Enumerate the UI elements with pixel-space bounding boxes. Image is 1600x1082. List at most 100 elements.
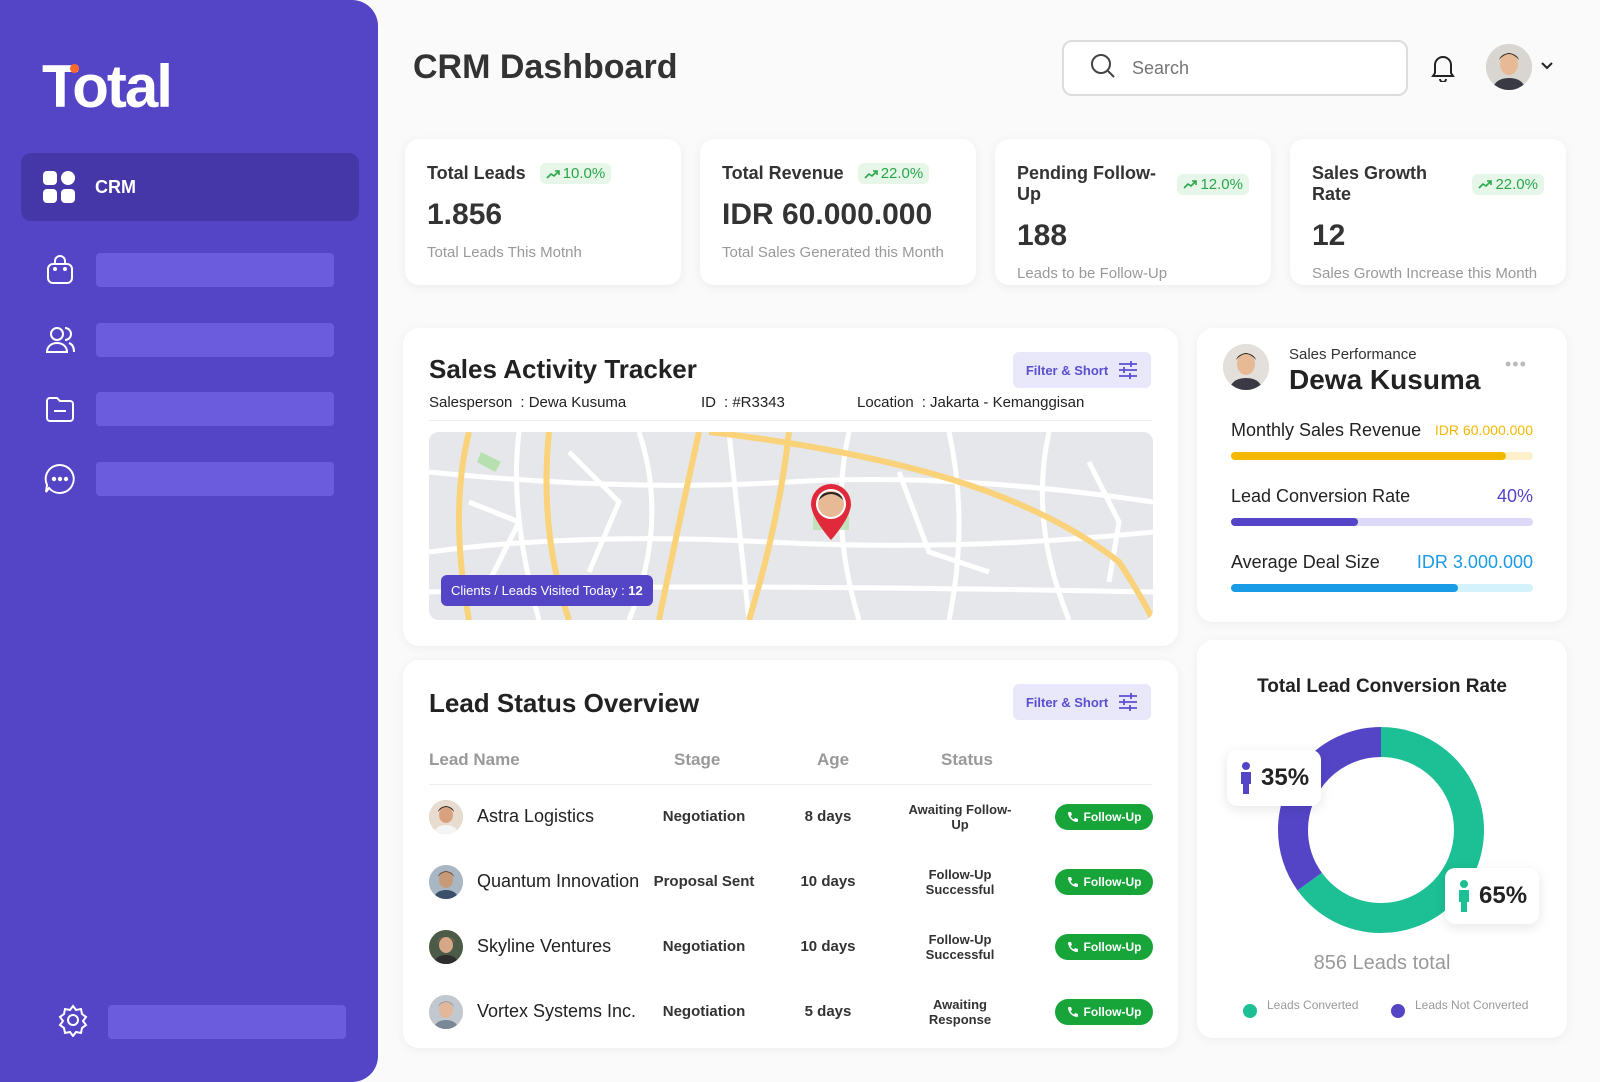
metric-label: Lead Conversion Rate	[1231, 486, 1411, 506]
stat-value: 1.856	[427, 198, 503, 231]
stat-value: 12	[1312, 219, 1346, 252]
lead-stage: Negotiation	[662, 938, 746, 955]
lead-status-card: Lead Status Overview Filter & Short Lead…	[403, 660, 1178, 1048]
chevron-down-icon[interactable]	[1540, 58, 1554, 76]
shopping-bag-icon	[40, 252, 80, 288]
conversion-title: Total Lead Conversion Rate	[1257, 676, 1507, 697]
follow-up-button[interactable]: Follow-Up	[1055, 869, 1153, 895]
stat-change: 12.0%	[1200, 175, 1243, 193]
conversion-rate-card: Total Lead Conversion Rate 35% 65% 856 L…	[1197, 640, 1567, 1038]
sidebar-item-placeholder	[96, 323, 334, 357]
metric-value: IDR 3.000.000	[1416, 552, 1533, 572]
lead-age: 5 days	[804, 1003, 852, 1020]
chat-bubble-icon	[40, 461, 80, 497]
stat-change-badge: 22.0%	[1472, 173, 1544, 195]
lead-filter-button[interactable]: Filter & Short	[1013, 684, 1151, 720]
lead-name: Astra Logistics	[477, 806, 595, 826]
sidebar-item-users[interactable]	[40, 322, 340, 358]
stat-change: 10.0%	[562, 165, 606, 182]
tracker-meta: Salesperson: Dewa Kusuma ID: #R3343 Loca…	[429, 394, 1084, 411]
column-header-status[interactable]: Status	[941, 750, 993, 769]
converted-percent-box: 65%	[1445, 868, 1540, 924]
trend-up-icon	[864, 169, 878, 179]
stat-title: Total Leads	[427, 163, 526, 183]
stat-card-total-revenue: Total Revenue 22.0% IDR 60.000.000 Total…	[700, 139, 976, 285]
sidebar-item-placeholder	[108, 1005, 346, 1039]
column-header-stage[interactable]: Stage	[674, 750, 721, 769]
stat-change-badge: 22.0%	[857, 163, 930, 184]
progress-track	[1231, 518, 1533, 526]
lead-name: Vortex Systems Inc.	[477, 1001, 637, 1021]
sidebar-item-shop[interactable]	[40, 252, 340, 288]
metric-monthly-sales-revenue: Monthly Sales Revenue IDR 60.000.000	[1231, 420, 1533, 460]
visited-count: 12	[628, 583, 643, 598]
filter-label: Filter & Short	[1025, 362, 1109, 378]
logo-dot	[70, 64, 79, 73]
legend-label: Leads Not Converted	[1415, 998, 1529, 1012]
progress-track	[1231, 584, 1533, 592]
more-options-icon[interactable]: •••	[1505, 354, 1527, 374]
column-header-lead-name[interactable]: Lead Name	[429, 750, 520, 769]
not-converted-percent-box: 35%	[1227, 750, 1322, 806]
tracker-map[interactable]: Clients / Leads Visited Today : 12	[429, 432, 1153, 620]
person-icon	[1241, 762, 1251, 794]
metric-value: 40%	[1496, 486, 1533, 506]
legend-label: Leads Converted	[1267, 998, 1359, 1012]
column-header-age[interactable]: Age	[817, 750, 850, 769]
table-row: Astra Logistics Negotiation 8 days Await…	[429, 792, 1153, 842]
user-avatar[interactable]	[1486, 44, 1532, 90]
lead-avatar	[429, 800, 463, 834]
salesperson-name: Dewa Kusuma	[1289, 364, 1481, 395]
filter-label: Filter & Short	[1025, 694, 1109, 710]
legend-converted: Leads Converted	[1243, 992, 1358, 1018]
stat-change: 22.0%	[1495, 175, 1538, 193]
follow-up-button[interactable]: Follow-Up	[1055, 999, 1153, 1025]
divider	[429, 784, 1152, 785]
folder-icon	[40, 391, 80, 427]
location-pin-icon	[811, 484, 851, 540]
lead-stage: Negotiation	[662, 808, 746, 825]
donut-segment-not-converted	[1278, 727, 1484, 933]
location-value: : Jakarta - Kemanggisan	[921, 394, 1085, 411]
lead-stage: Negotiation	[662, 1003, 746, 1020]
lead-name: Skyline Ventures	[477, 936, 612, 956]
progress-fill	[1231, 584, 1458, 592]
table-row: Skyline Ventures Negotiation 10 days Fol…	[429, 922, 1153, 972]
metric-lead-conversion-rate: Lead Conversion Rate 40%	[1231, 486, 1533, 526]
total-leads-text: 856 Leads total	[1313, 952, 1451, 974]
search-input[interactable]	[1132, 57, 1372, 79]
bell-icon[interactable]	[1430, 52, 1456, 87]
search-icon	[1090, 53, 1116, 84]
follow-up-button[interactable]: Follow-Up	[1055, 934, 1153, 960]
sliders-icon	[1119, 361, 1138, 379]
lead-status: Awaiting Follow-Up	[908, 802, 1012, 832]
gear-icon	[56, 1003, 90, 1042]
phone-icon	[1067, 942, 1078, 952]
sidebar-item-settings[interactable]	[56, 1003, 346, 1042]
stat-value: 188	[1017, 219, 1068, 252]
salesperson-label: Salesperson	[429, 394, 513, 411]
brand-logo: Total	[42, 53, 173, 120]
sidebar: Total CRM	[0, 0, 378, 1082]
sidebar-item-files[interactable]	[40, 391, 340, 427]
lead-age: 10 days	[800, 873, 856, 890]
person-icon	[1459, 880, 1469, 912]
sidebar-item-messages[interactable]	[40, 461, 340, 497]
progress-fill	[1231, 452, 1506, 460]
sidebar-item-crm[interactable]: CRM	[21, 153, 359, 221]
stat-card-total-leads: Total Leads 10.0% 1.856 Total Leads This…	[405, 139, 681, 285]
follow-up-label: Follow-Up	[1083, 1005, 1142, 1019]
salesperson-avatar	[1223, 344, 1269, 390]
metric-value: IDR 60.000.000	[1434, 422, 1533, 438]
users-icon	[40, 322, 80, 358]
follow-up-button[interactable]: Follow-Up	[1055, 804, 1153, 830]
progress-fill	[1231, 518, 1358, 526]
stat-title: Pending Follow-Up	[1017, 163, 1156, 204]
divider	[429, 420, 1152, 421]
performance-subtitle: Sales Performance	[1289, 346, 1417, 363]
trend-up-icon	[546, 169, 560, 179]
tracker-filter-button[interactable]: Filter & Short	[1013, 352, 1151, 388]
stat-card-sales-growth: Sales Growth Rate 22.0% 12 Sales Growth …	[1290, 139, 1566, 285]
visited-today-label: Clients / Leads Visited Today : 12	[441, 575, 653, 606]
search-box[interactable]	[1062, 40, 1408, 96]
